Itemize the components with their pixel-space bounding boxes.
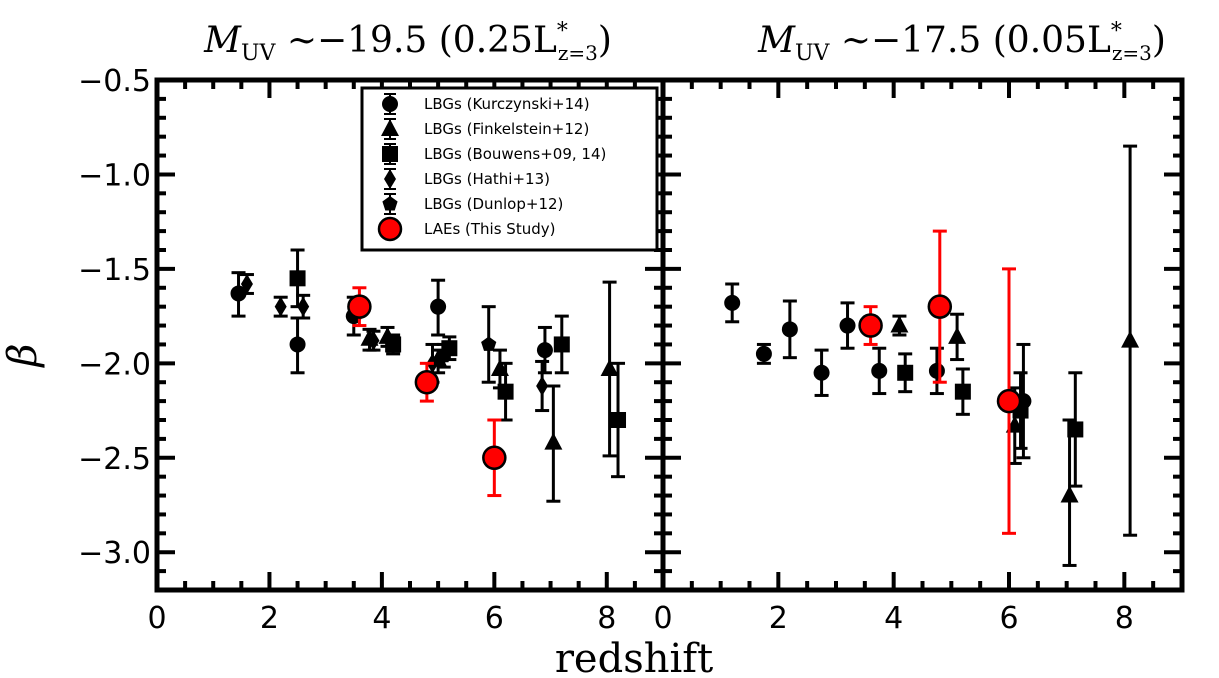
legend-label: LBGs (Finkelstein+12) — [424, 120, 589, 138]
legend-marker-diamond — [384, 169, 396, 189]
data-point-pentagon — [436, 347, 452, 363]
data-point-circle — [724, 294, 741, 311]
data-point-big-circle — [927, 294, 953, 319]
data-point-circle — [230, 285, 247, 302]
data-point-square — [289, 270, 306, 287]
x-tick-label: 4 — [884, 601, 903, 636]
data-point-circle — [430, 298, 447, 315]
data-point-circle — [781, 321, 798, 338]
data-point-big-circle — [347, 294, 372, 319]
data-point-circle — [871, 362, 888, 379]
legend-label: LBGs (Hathi+13) — [424, 170, 550, 188]
legend-box — [360, 86, 659, 252]
data-point-square — [897, 364, 914, 381]
data-point-square — [497, 383, 514, 400]
legend-label: LBGs (Bouwens+09, 14) — [424, 145, 606, 163]
data-point-triangle — [1121, 330, 1140, 348]
data-point-big-circle — [858, 313, 883, 338]
y-tick-label: −2.0 — [78, 347, 151, 382]
data-point-triangle — [890, 315, 909, 333]
legend-marker-triangle — [381, 119, 399, 136]
data-point-circle — [289, 336, 306, 353]
data-point-square — [385, 336, 402, 353]
x-tick-label: 0 — [147, 601, 166, 636]
data-point-pentagon — [481, 336, 497, 351]
data-point-circle — [928, 362, 945, 379]
legend-marker-big-circle — [377, 216, 403, 242]
data-point-triangle — [544, 432, 563, 450]
legend-label: LBGs (Dunlop+12) — [424, 195, 563, 213]
data-point-triangle — [1060, 485, 1079, 503]
data-point-circle — [813, 364, 830, 381]
legend-marker-square — [382, 146, 398, 162]
data-point-square — [610, 412, 627, 428]
x-tick-label: 8 — [597, 601, 616, 636]
data-point-circle — [755, 345, 772, 362]
y-tick-label: −1.0 — [78, 158, 151, 193]
x-tick-label: 2 — [260, 601, 279, 636]
legend-label: LAEs (This Study) — [424, 220, 555, 238]
y-tick-label: −1.5 — [78, 253, 151, 288]
panel-right: 0 2 4 6 8 — [653, 77, 1185, 636]
y-tick-label: −3.0 — [78, 536, 151, 571]
data-point-big-circle — [996, 388, 1022, 414]
panel-2-title: MUV ∼−17.5 (0.05L* z=3) — [757, 19, 1166, 66]
data-point-diamond — [274, 296, 287, 317]
data-point-circle — [536, 342, 553, 359]
data-point-big-circle — [414, 369, 440, 395]
x-tick-label: 8 — [1115, 601, 1134, 636]
x-tick-label: 6 — [485, 601, 504, 636]
data-point-diamond — [297, 296, 310, 317]
x-tick-label: 6 — [999, 601, 1018, 636]
legend-label: LBGs (Kurczynski+14) — [424, 95, 590, 113]
data-point-triangle — [948, 326, 967, 344]
data-point-diamond — [367, 330, 380, 351]
data-point-big-circle — [482, 445, 507, 471]
data-point-square — [553, 336, 570, 353]
data-point-diamond — [536, 376, 549, 396]
legend-marker-pentagon — [382, 196, 398, 211]
data-point-circle — [839, 317, 856, 334]
panel-left: 0 2 4 6 8 −0.5 −1.0 −1.5 −2.0 −2.5 −3.0 — [78, 64, 666, 636]
panel-1-title: MUV ∼−19.5 (0.25L* z=3) — [203, 19, 612, 66]
x-axis-label: redshift — [555, 636, 713, 678]
data-point-triangle — [600, 359, 619, 376]
y-tick-label: −0.5 — [78, 64, 151, 99]
data-point-square — [1067, 421, 1084, 438]
y-tick-label: −2.5 — [78, 442, 151, 477]
x-tick-label: 2 — [769, 601, 788, 636]
data-point-square — [954, 383, 971, 400]
plot-frame — [660, 77, 1185, 593]
data-point-diamond — [240, 274, 253, 294]
x-tick-label: 4 — [372, 601, 391, 636]
legend-marker-circle — [382, 96, 398, 112]
legend: LBGs (Kurczynski+14) LBGs (Finkelstein+12… — [360, 86, 659, 252]
y-axis-label: β — [0, 343, 46, 368]
x-tick-label: 0 — [653, 601, 672, 636]
